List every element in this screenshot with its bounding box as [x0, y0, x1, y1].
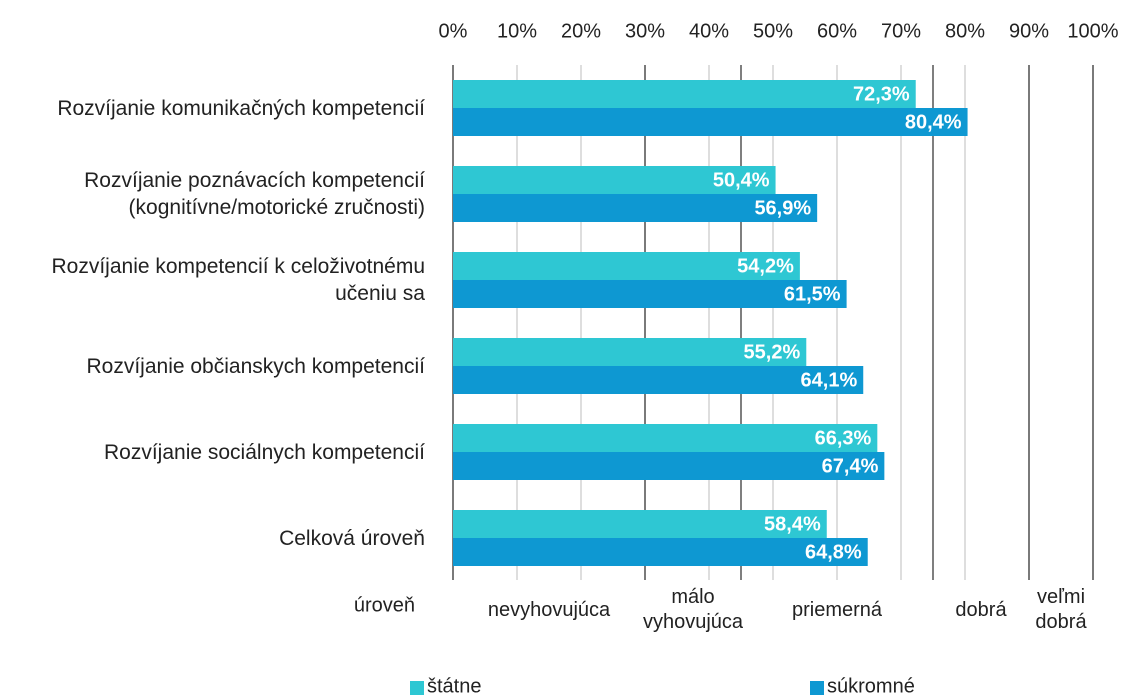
category-label: Rozvíjanie sociálnych kompetencií — [104, 440, 425, 464]
value-label: 80,4% — [905, 111, 962, 133]
category-label: Rozvíjanie kompetencií k celoživotnému u… — [51, 255, 425, 305]
bar — [453, 108, 968, 136]
category-label: Rozvíjanie poznávacích kompetencií (kogn… — [84, 169, 425, 219]
levels-title: úroveň — [354, 594, 415, 616]
level-label: dobrá — [955, 598, 1007, 621]
x-tick-label: 40% — [689, 20, 729, 42]
x-tick-label: 70% — [881, 20, 921, 42]
bar — [453, 366, 864, 394]
category-label: Rozvíjanie občianskych kompetencií — [86, 354, 425, 378]
bar — [453, 194, 818, 222]
value-label: 64,1% — [801, 369, 858, 391]
bar — [453, 538, 868, 566]
level-label: málo vyhovujúca — [642, 586, 744, 633]
category-label: Celková úroveň — [279, 526, 425, 550]
value-label: 67,4% — [822, 455, 879, 477]
level-label: veľmi dobrá — [1035, 586, 1087, 633]
legend-swatch — [810, 681, 824, 695]
legend-label: štátne — [427, 675, 481, 696]
value-label: 61,5% — [784, 283, 841, 305]
x-tick-label: 90% — [1009, 20, 1049, 42]
x-tick-label: 10% — [497, 20, 537, 42]
bar — [453, 80, 916, 108]
x-tick-label: 60% — [817, 20, 857, 42]
category-label: Rozvíjanie komunikačných kompetencií — [57, 96, 425, 120]
x-tick-label: 0% — [439, 20, 468, 42]
value-label: 55,2% — [744, 341, 801, 363]
value-label: 72,3% — [853, 83, 910, 105]
value-label: 64,8% — [805, 541, 862, 563]
bar — [453, 338, 807, 366]
level-label: priemerná — [791, 598, 883, 621]
x-tick-label: 20% — [561, 20, 601, 42]
x-tick-label: 50% — [753, 20, 793, 42]
x-tick-label: 30% — [625, 20, 665, 42]
bar — [453, 252, 800, 280]
value-label: 66,3% — [815, 427, 872, 449]
x-tick-label: 100% — [1067, 20, 1118, 42]
value-label: 50,4% — [713, 169, 770, 191]
bar — [453, 510, 827, 538]
bar — [453, 166, 776, 194]
level-label: nevyhovujúca — [487, 598, 611, 621]
bar — [453, 452, 885, 480]
value-label: 54,2% — [737, 255, 794, 277]
bar — [453, 280, 847, 308]
value-label: 58,4% — [764, 513, 821, 535]
bar — [453, 424, 878, 452]
x-tick-label: 80% — [945, 20, 985, 42]
value-label: 56,9% — [754, 197, 811, 219]
legend-label: súkromné — [827, 675, 915, 696]
legend-swatch — [410, 681, 424, 695]
